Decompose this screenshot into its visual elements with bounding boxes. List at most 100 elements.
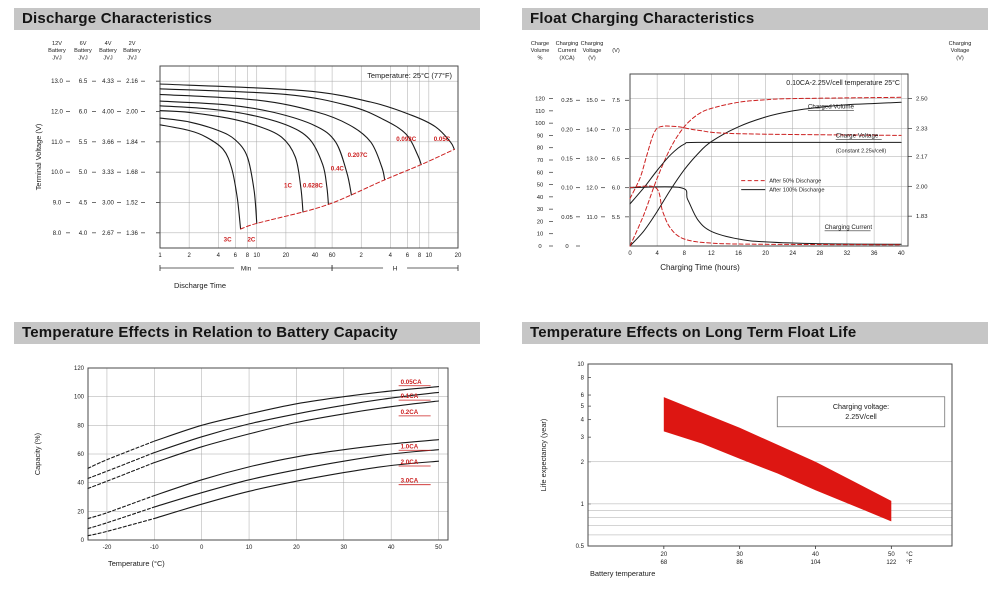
y-tick-label: 1 [581, 502, 585, 508]
series-label: Charging Current [825, 224, 873, 231]
section-title-float-charging: Float Charging Characteristics [522, 8, 988, 30]
x-axis-title: Battery temperature [590, 569, 655, 578]
x-tick-label: 16 [735, 251, 742, 257]
rate-label: 3.0CA [401, 478, 419, 485]
x-tick-label: 60 [329, 253, 336, 259]
discharge-curve-0.093C [159, 88, 422, 166]
rate-label: 3C [224, 236, 232, 243]
voltage-tick-label: 13.0 [51, 78, 63, 85]
x-tick-label: 40 [898, 251, 905, 257]
axis-tick-label: 0 [538, 244, 542, 250]
axis-tick-label: 0.25 [561, 98, 573, 104]
rate-label: 2C [247, 236, 255, 243]
axis-tick-label: 40 [537, 195, 544, 201]
charging-voltage-annotation-box [776, 396, 946, 428]
right-axis-tick-label: 2.33 [916, 126, 928, 132]
axis-tick-label: 11.0 [586, 215, 598, 221]
capacity-curve-dashed-2.0CA [87, 506, 155, 530]
voltage-tick-label: 11.0 [51, 139, 63, 146]
rate-label: 0.1CA [401, 393, 419, 400]
axis-tick-label: 10 [537, 232, 544, 238]
float-life-chart: 1086543210.5206830864010450122°C°FChargi… [539, 362, 953, 578]
right-axis-unit: (V) [956, 55, 964, 61]
voltage-tick-label: 2.00 [126, 109, 138, 116]
section-float-charging: Float Charging Characteristics 0 4 8 12 16 20… [500, 0, 1000, 314]
axis-tick-label: 7.0 [612, 127, 621, 133]
float-life-band [663, 397, 892, 522]
final-voltage-locus [240, 148, 455, 230]
legend-label: After 100% Discharge [769, 188, 824, 194]
right-axis-header: Charging [949, 41, 972, 47]
voltage-tick-label: 9.0 [53, 200, 62, 207]
section-float-life: Temperature Effects on Long Term Float L… [500, 314, 1000, 598]
y-axis-title: Life expectancy (year) [539, 419, 548, 492]
discharge-curve-3C [159, 124, 242, 230]
float-series [629, 141, 902, 205]
x-tick-label: 28 [817, 251, 824, 257]
x-tick-label: -10 [150, 545, 159, 551]
float-series [629, 185, 902, 246]
voltage-column-header: JVJ [52, 55, 62, 61]
voltage-tick-label: 4.33 [102, 78, 114, 85]
x-tick-label: 10 [426, 253, 433, 259]
x-tick-label: 50 [435, 545, 442, 551]
voltage-tick-label: 1.68 [126, 169, 138, 176]
y-tick-label: 60 [77, 452, 84, 458]
voltage-tick-label: 3.00 [102, 200, 114, 207]
series-label: Charged Volume [808, 103, 855, 110]
float-series [629, 96, 902, 247]
float-series [629, 125, 902, 200]
x-tick-celsius: 40 [812, 552, 819, 558]
voltage-tick-label: 3.33 [102, 169, 114, 176]
discharge-characteristics-chart: 1 2 4 6 8 10 20 40 60 2 4 6 8 10 2012VBatteryJVJ13.012… [34, 41, 462, 290]
voltage-column-header: JVJ [127, 55, 137, 61]
capacity-curve-dashed-1.0CA [87, 495, 155, 520]
voltage-column-header: 2V [129, 41, 136, 47]
y-tick-label: 0 [81, 538, 85, 544]
section-title-temperature-capacity: Temperature Effects in Relation to Batte… [14, 322, 480, 344]
rate-label: 0.05CA [401, 379, 423, 386]
y-tick-label: 120 [74, 366, 85, 372]
y-tick-label: 6 [581, 393, 585, 399]
axis-tick-label: 90 [537, 133, 544, 139]
x-tick-celsius: 50 [888, 552, 895, 558]
capacity-curve-0.2CA [153, 400, 440, 464]
charging-voltage-annotation-line: 2.25V/cell [845, 412, 877, 421]
x-tick-label: 40 [388, 545, 395, 551]
rate-label: 1.0CA [401, 443, 419, 450]
axis-unit: (V) [612, 48, 620, 54]
voltage-tick-label: 4.5 [79, 200, 88, 207]
time-unit-section-label: H [393, 266, 398, 273]
voltage-tick-label: 4.0 [79, 230, 88, 237]
x-tick-label: 4 [389, 253, 393, 259]
axis-tick-label: 6.5 [612, 157, 621, 163]
y-axis-title: Capacity (%) [33, 433, 42, 475]
right-axis-tick-label: 1.83 [916, 214, 928, 220]
x-tick-fahrenheit: 122 [886, 560, 897, 566]
x-tick-label: 2 [187, 253, 191, 259]
voltage-column-header: Battery [48, 48, 66, 54]
plot-border [87, 367, 449, 541]
axis-unit: (XCA) [559, 55, 574, 61]
right-axis-header: Voltage [951, 48, 970, 54]
x-tick-label: 4 [655, 251, 659, 257]
x-tick-label: 20 [283, 253, 290, 259]
axis-header: Charge [531, 41, 549, 47]
voltage-tick-label: 6.5 [79, 78, 88, 85]
plot-border [629, 73, 909, 247]
axis-tick-label: 13.0 [586, 157, 598, 163]
axis-header: Voltage [583, 48, 602, 54]
discharge-curve-0.207C [159, 93, 386, 181]
y-axis-title: Terminal Voltage (V) [34, 124, 43, 191]
x-tick-label: 10 [253, 253, 260, 259]
legend-label: After 50% Discharge [769, 179, 821, 185]
plot-border [587, 363, 953, 547]
axis-unit: (V) [588, 55, 596, 61]
capacity-curve-1.0CA [153, 439, 440, 497]
voltage-column-header: 4V [105, 41, 112, 47]
axis-header: Charging [581, 41, 604, 47]
discharge-curve-0.05C [159, 83, 455, 150]
capacity-curve-dashed-3.0CA [87, 517, 155, 537]
